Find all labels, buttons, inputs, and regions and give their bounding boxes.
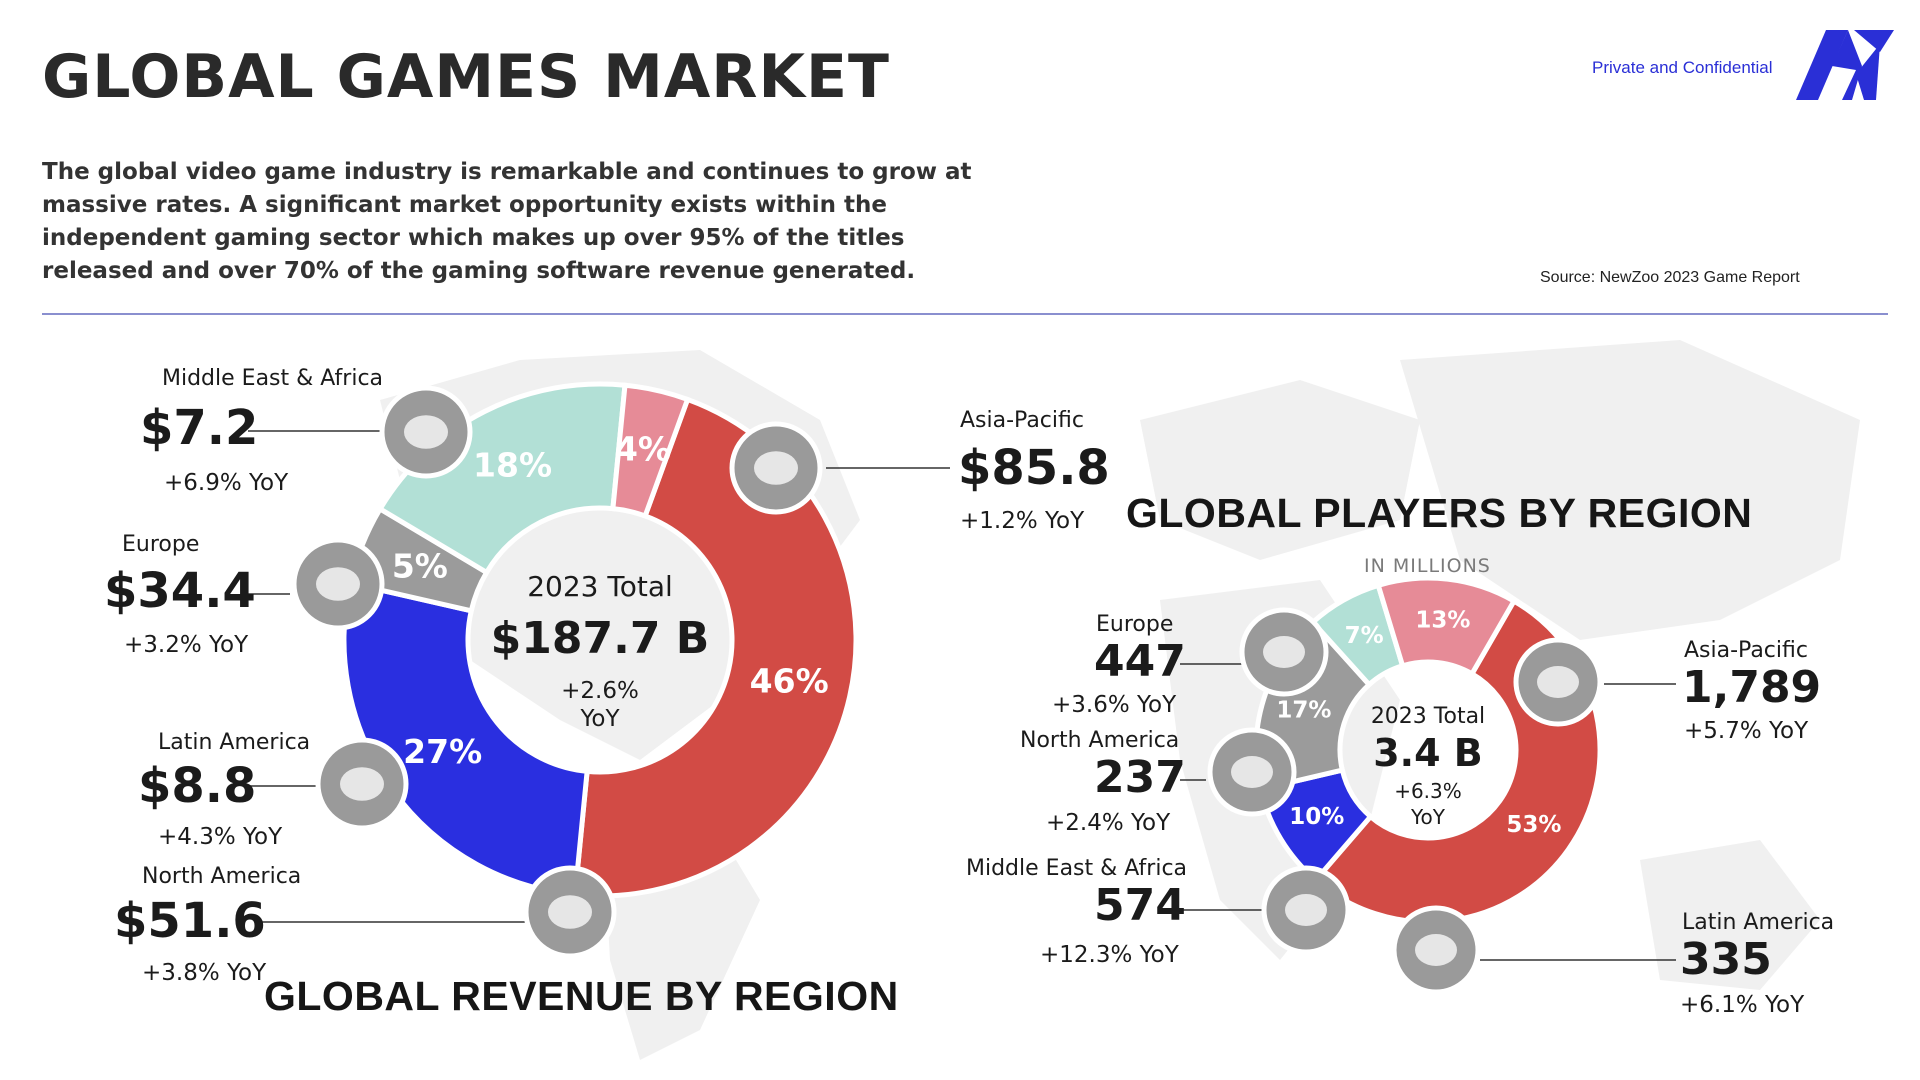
rev-apac-name: Asia-Pacific <box>960 408 1084 433</box>
rev-mea-name: Middle East & Africa <box>162 366 384 391</box>
revenue-chart-title: GLOBAL REVENUE BY REGION <box>264 973 899 1019</box>
pl-europe-name: Europe <box>1096 612 1174 637</box>
revenue-center-value: $187.7 B <box>490 613 710 664</box>
rev-mea-value: $7.2 <box>140 400 259 456</box>
players-share-label-middle-east-africa: 17% <box>1276 698 1331 724</box>
intro-paragraph: The global video game industry is remark… <box>42 159 972 284</box>
players-center: 2023 Total 3.4 B +6.3% YoY <box>1356 704 1500 829</box>
pl-na-value: 237 <box>1094 752 1186 803</box>
players-slice-europe <box>1375 575 1518 678</box>
rev-na-name: North America <box>142 864 302 889</box>
rev-latam-value: $8.8 <box>138 758 257 814</box>
players-region-map-shape-europe <box>1263 636 1305 668</box>
revenue-center: 2023 Total $187.7 B +2.6% YoY <box>480 570 720 732</box>
revenue-share-label-middle-east-africa: 4% <box>615 429 671 468</box>
revenue-center-label: 2023 Total <box>527 570 673 603</box>
map-australia <box>1640 840 1820 990</box>
map-asia <box>1400 340 1860 640</box>
confidential-label: Private and Confidential <box>1592 58 1773 77</box>
pl-apac-yoy: +5.7% YoY <box>1684 718 1809 744</box>
revenue-region-map-shape-middle-east-africa <box>404 415 448 449</box>
players-chart-title: GLOBAL PLAYERS BY REGION <box>1126 490 1753 536</box>
pl-mea-value: 574 <box>1094 880 1186 931</box>
players-center-value: 3.4 B <box>1373 731 1483 775</box>
revenue-region-map-shape-latin-america <box>340 767 384 801</box>
players-center-growth-unit: YoY <box>1410 805 1445 829</box>
rev-mea-yoy: +6.9% YoY <box>164 470 289 496</box>
pl-europe-value: 447 <box>1094 636 1186 687</box>
revenue-share-label-asia-pacific: 46% <box>750 661 829 700</box>
rev-latam-yoy: +4.3% YoY <box>158 824 283 850</box>
players-region-map-shape-asia-pacific <box>1537 666 1579 698</box>
rev-europe-value: $34.4 <box>104 563 256 619</box>
players-region-map-shape-latin-america <box>1415 934 1457 966</box>
rev-apac-yoy: +1.2% YoY <box>960 508 1085 534</box>
brand-logo <box>1796 30 1894 100</box>
rev-europe-name: Europe <box>122 532 200 557</box>
revenue-share-label-europe: 18% <box>473 445 552 484</box>
rev-na-value: $51.6 <box>114 893 266 949</box>
pl-mea-name: Middle East & Africa <box>966 856 1188 881</box>
page-title: GLOBAL GAMES MARKET <box>42 42 890 112</box>
pl-latam-name: Latin America <box>1682 910 1835 935</box>
pl-apac-name: Asia-Pacific <box>1684 638 1808 663</box>
revenue-center-growth-unit: YoY <box>580 706 620 732</box>
source-note: Source: NewZoo 2023 Game Report <box>1540 269 1800 286</box>
revenue-slice-middle-east-africa <box>610 382 691 520</box>
revenue-region-map-shape-north-america <box>548 895 592 929</box>
players-center-label: 2023 Total <box>1370 704 1486 729</box>
players-share-label-asia-pacific: 53% <box>1506 812 1561 838</box>
revenue-center-growth: +2.6% <box>561 678 639 704</box>
revenue-region-map-shape-asia-pacific <box>754 451 798 485</box>
pl-latam-yoy: +6.1% YoY <box>1680 992 1805 1018</box>
pl-na-yoy: +2.4% YoY <box>1046 810 1171 836</box>
rev-apac-value: $85.8 <box>958 440 1110 496</box>
pl-mea-yoy: +12.3% YoY <box>1040 942 1179 968</box>
players-share-label-latin-america: 10% <box>1289 804 1344 830</box>
header-divider <box>42 313 1888 315</box>
players-region-map-shape-north-america <box>1231 756 1273 788</box>
pl-na-name: North America <box>1020 728 1180 753</box>
players-share-label-north-america: 7% <box>1345 623 1384 649</box>
rev-na-yoy: +3.8% YoY <box>142 960 267 986</box>
pl-latam-value: 335 <box>1680 934 1772 985</box>
pl-europe-yoy: +3.6% YoY <box>1052 692 1177 718</box>
revenue-region-map-shape-europe <box>316 567 360 601</box>
rev-europe-yoy: +3.2% YoY <box>124 632 249 658</box>
revenue-slice-asia-pacific <box>572 396 859 899</box>
revenue-share-label-north-america: 27% <box>403 732 482 771</box>
players-region-map-shape-middle-east-africa <box>1285 894 1327 926</box>
pl-apac-value: 1,789 <box>1682 662 1822 713</box>
players-chart-subtitle: IN MILLIONS <box>1364 555 1491 577</box>
rev-latam-name: Latin America <box>158 730 311 755</box>
revenue-share-label-latin-america: 5% <box>392 546 448 585</box>
players-center-growth: +6.3% <box>1394 779 1462 803</box>
players-share-label-europe: 13% <box>1415 607 1470 633</box>
map-europe <box>1140 380 1420 560</box>
